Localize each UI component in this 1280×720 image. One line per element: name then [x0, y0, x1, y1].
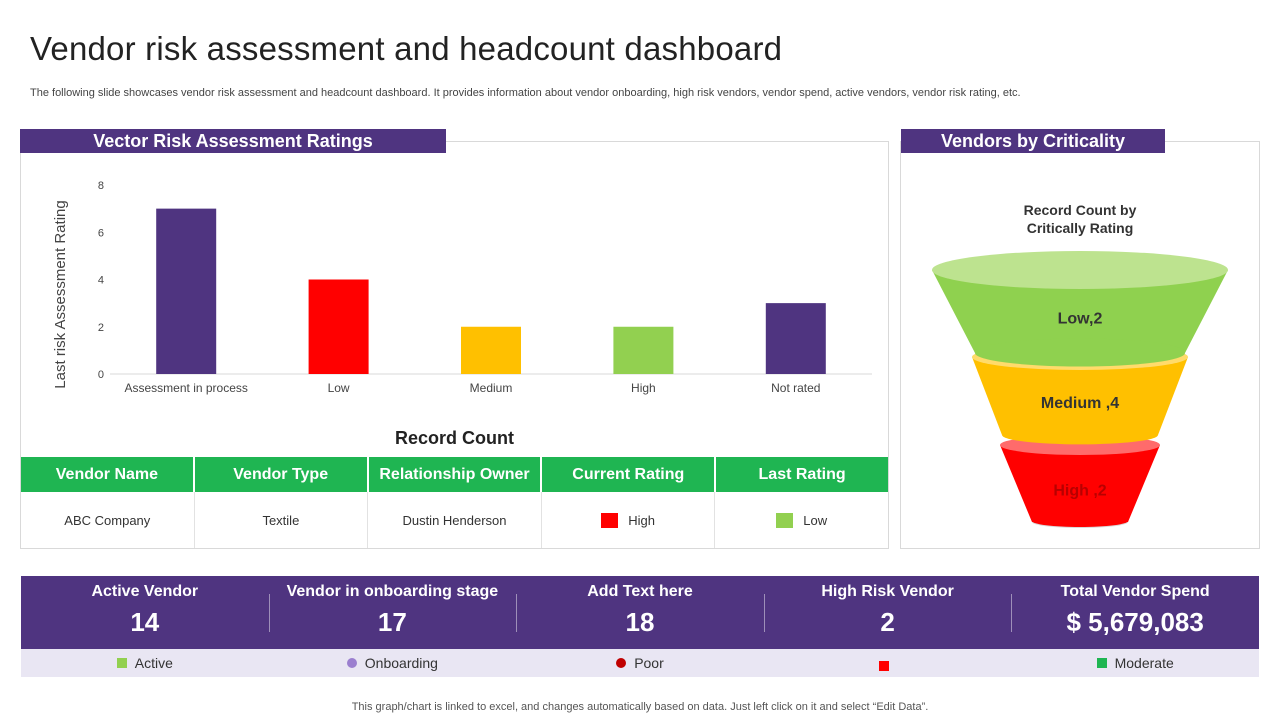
y-tick-label: 8: [98, 180, 104, 192]
cell-relationship-owner: Dustin Henderson: [368, 492, 542, 548]
bar-high[interactable]: [613, 326, 674, 374]
bar-low[interactable]: [308, 279, 369, 375]
legend-marker: [346, 658, 357, 668]
col-vendor-type[interactable]: Vendor Type: [195, 457, 369, 492]
criticality-header: Vendors by Criticality: [901, 129, 1165, 153]
kpi-label: Add Text here: [587, 583, 693, 600]
funnel-title: Record Count by Critically Rating: [900, 201, 1260, 237]
col-last-rating[interactable]: Last Rating: [758, 465, 846, 483]
legend-marker: [616, 658, 627, 668]
kpi-label: Total Vendor Spend: [1060, 583, 1210, 600]
y-axis-label: Last risk Assessment Rating: [52, 200, 69, 388]
criticality-funnel-chart[interactable]: High ,2 Medium ,4 Low,2: [920, 240, 1240, 540]
kpi-label: Vendor in onboarding stage: [286, 583, 499, 600]
legend-label: Poor: [634, 655, 664, 671]
col-relationship-owner[interactable]: Relationship Owner: [369, 457, 543, 492]
kpi-value: 18: [625, 607, 655, 637]
kpi-label: Active Vendor: [91, 583, 199, 600]
vendor-table: Vendor Name Vendor Type Relationship Own…: [21, 457, 888, 548]
x-tick-label: Assessment in process: [125, 381, 248, 395]
legend-label: Moderate: [1114, 655, 1174, 671]
funnel-title-line1: Record Count by: [1023, 202, 1137, 218]
kpi-value: $ 5,679,083: [1066, 607, 1204, 637]
funnel-label: Low,2: [1058, 311, 1103, 328]
col-current-rating[interactable]: Current Rating: [542, 457, 717, 492]
y-tick-label: 6: [98, 227, 104, 239]
legend-marker: [1096, 658, 1107, 668]
table-row[interactable]: ABC Company Textile Dustin Henderson Hig…: [21, 492, 888, 548]
legend-high: [764, 649, 1012, 677]
cell-last-rating: Low: [715, 492, 888, 548]
kpi-total-vendor-spend: Total Vendor Spend $ 5,679,083: [1011, 576, 1259, 649]
col-vendor-name[interactable]: Vendor Name: [21, 457, 195, 492]
cell-vendor-type: Textile: [195, 492, 369, 548]
risk-ratings-header: Vector Risk Assessment Ratings: [20, 129, 446, 153]
bar-medium[interactable]: [461, 326, 521, 374]
kpi-value: 17: [377, 607, 407, 637]
bar-assessment-in-process[interactable]: [156, 208, 217, 374]
kpi-active-vendor: Active Vendor 14: [21, 576, 269, 649]
x-tick-label: Medium: [470, 381, 513, 395]
legend-marker: [878, 661, 889, 671]
kpi-onboarding: Vendor in onboarding stage 17: [268, 576, 517, 649]
status-legend: Active Onboarding Poor Moderate: [21, 649, 1259, 677]
kpi-add-text: Add Text here 18: [516, 576, 764, 649]
bar-not-rated[interactable]: [765, 303, 826, 374]
x-tick-label: High: [631, 381, 656, 395]
footer-note: This graph/chart is linked to excel, and…: [351, 701, 929, 713]
x-tick-label: Not rated: [771, 381, 820, 395]
legend-marker: [116, 658, 127, 668]
kpi-band: Active Vendor 14 Vendor in onboarding st…: [21, 576, 1259, 649]
legend-moderate: Moderate: [1011, 649, 1259, 677]
x-tick-label: Low: [328, 381, 350, 395]
y-tick-label: 0: [98, 369, 104, 381]
funnel-label: High ,2: [1053, 483, 1106, 500]
funnel-segment-high[interactable]: High ,2: [1000, 435, 1160, 528]
current-rating-label: High: [628, 512, 655, 528]
legend-onboarding: Onboarding: [269, 649, 517, 677]
kpi-high-risk-vendor: High Risk Vendor 2: [763, 576, 1012, 649]
table-header-row: Vendor Name Vendor Type Relationship Own…: [21, 457, 888, 492]
funnel-segment-low[interactable]: Low,2: [932, 251, 1228, 367]
page-title: Vendor risk assessment and headcount das…: [30, 30, 783, 67]
y-tick-label: 2: [98, 322, 104, 334]
legend-poor: Poor: [516, 649, 764, 677]
funnel-label: Medium ,4: [1041, 395, 1119, 412]
cell-current-rating: High: [542, 492, 716, 548]
kpi-value: 2: [880, 607, 895, 637]
risk-rating-bar-chart[interactable]: Last risk Assessment Rating 0 2 4 6 8 Assessme…: [40, 170, 880, 400]
record-count-title: Record Count: [395, 428, 514, 448]
page-subtitle: The following slide showcases vendor ris…: [30, 87, 1021, 99]
legend-label: Onboarding: [364, 655, 438, 671]
kpi-label: High Risk Vendor: [821, 583, 954, 600]
cell-vendor-name: ABC Company: [21, 492, 195, 548]
legend-label: Active: [134, 655, 173, 671]
last-rating-swatch: [776, 512, 794, 528]
last-rating-label: Low: [803, 512, 828, 528]
kpi-value: 14: [130, 607, 160, 637]
funnel-title-line2: Critically Rating: [1026, 220, 1134, 236]
legend-active: Active: [21, 649, 269, 677]
y-tick-label: 4: [98, 275, 104, 287]
current-rating-swatch: [601, 512, 619, 528]
